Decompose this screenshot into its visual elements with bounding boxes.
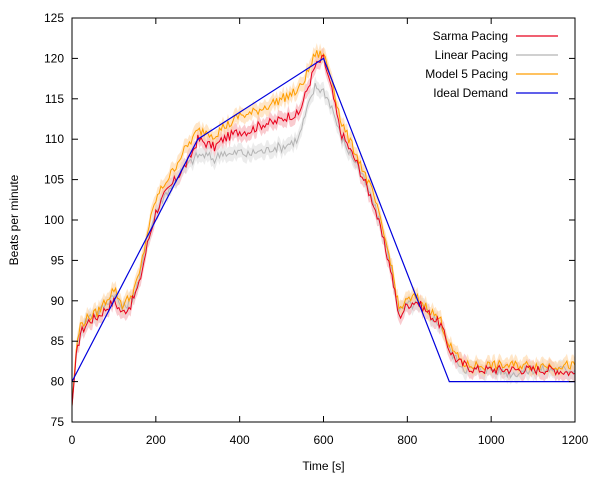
y-tick-label: 105: [44, 173, 64, 187]
x-tick-label: 1200: [562, 433, 589, 447]
line-model-5-pacing: [71, 50, 576, 406]
band-linear-pacing: [72, 76, 575, 414]
x-tick-label: 400: [230, 433, 250, 447]
line-sarma-pacing: [71, 54, 576, 406]
x-tick-label: 800: [397, 433, 417, 447]
legend-label: Model 5 Pacing: [425, 67, 508, 81]
y-tick-label: 75: [51, 415, 65, 429]
x-tick-label: 1000: [478, 433, 505, 447]
x-tick-label: 0: [69, 433, 76, 447]
line-ideal-demand: [71, 57, 575, 383]
y-tick-label: 85: [51, 334, 65, 348]
y-tick-label: 80: [51, 375, 65, 389]
legend-label: Sarma Pacing: [433, 29, 508, 43]
y-tick-label: 95: [51, 253, 65, 267]
y-tick-label: 110: [45, 132, 64, 146]
x-tick-label: 600: [313, 433, 333, 447]
y-tick-label: 120: [44, 51, 64, 65]
y-tick-label: 100: [44, 213, 64, 227]
y-tick-label: 125: [44, 11, 64, 25]
legend-label: Linear Pacing: [435, 48, 508, 62]
x-axis-label: Time [s]: [302, 459, 344, 473]
y-axis: 75 80 85 90 95 100 105 110 115 120 125: [44, 11, 575, 429]
series-lines: [71, 50, 576, 406]
legend-label: Ideal Demand: [433, 86, 508, 100]
y-tick-label: 90: [51, 294, 65, 308]
x-tick-label: 200: [146, 433, 166, 447]
x-axis: 0 200 400 600 800 1000 1200: [69, 18, 589, 447]
legend: Sarma Pacing Linear Pacing Model 5 Pacing I…: [425, 29, 558, 100]
y-axis-label: Beats per minute: [7, 174, 21, 265]
y-tick-label: 115: [45, 92, 64, 106]
